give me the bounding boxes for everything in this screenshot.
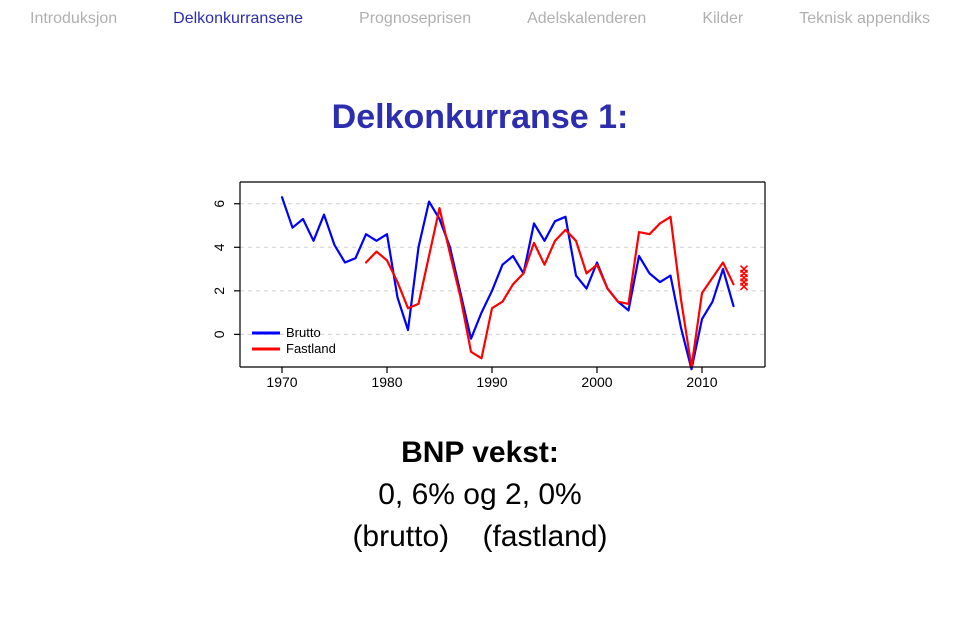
svg-text:1990: 1990 bbox=[476, 374, 507, 390]
top-nav: Introduksjon Delkonkurransene Prognosepr… bbox=[0, 0, 960, 28]
svg-text:2: 2 bbox=[211, 287, 227, 295]
slide-title: Delkonkurranse 1: bbox=[0, 98, 960, 137]
svg-text:Brutto: Brutto bbox=[286, 325, 321, 340]
nav-item-1[interactable]: Delkonkurransene bbox=[173, 10, 303, 28]
footer-val1: 0, 6% bbox=[378, 478, 455, 511]
line-chart: 1970 1980 1990 2000 2010 0 2 4 6 BruttoFastland bbox=[185, 172, 775, 402]
footer-val2: 2, 0% bbox=[505, 478, 582, 511]
footer-heading: BNP vekst: bbox=[0, 432, 960, 474]
chart-container: 1970 1980 1990 2000 2010 0 2 4 6 BruttoFastland bbox=[185, 172, 775, 402]
nav-item-0[interactable]: Introduksjon bbox=[30, 10, 117, 28]
footer-block: BNP vekst: 0, 6% og 2, 0% (brutto) (fast… bbox=[0, 432, 960, 558]
footer-lbl1: (brutto) bbox=[352, 520, 449, 553]
footer-mid: og bbox=[455, 478, 505, 511]
svg-text:4: 4 bbox=[211, 243, 227, 251]
nav-item-4[interactable]: Kilder bbox=[702, 10, 743, 28]
svg-text:6: 6 bbox=[211, 200, 227, 208]
svg-text:2000: 2000 bbox=[581, 374, 612, 390]
svg-text:0: 0 bbox=[211, 330, 227, 338]
footer-lbl2: (fastland) bbox=[482, 520, 607, 553]
nav-item-3[interactable]: Adelskalenderen bbox=[527, 10, 646, 28]
svg-text:2010: 2010 bbox=[686, 374, 717, 390]
footer-line3: (brutto) (fastland) bbox=[0, 516, 960, 558]
nav-item-5[interactable]: Teknisk appendiks bbox=[799, 10, 930, 28]
svg-text:1980: 1980 bbox=[371, 374, 402, 390]
svg-text:Fastland: Fastland bbox=[286, 341, 336, 356]
svg-text:1970: 1970 bbox=[266, 374, 297, 390]
nav-item-2[interactable]: Prognoseprisen bbox=[359, 10, 471, 28]
footer-line2: 0, 6% og 2, 0% bbox=[0, 474, 960, 516]
